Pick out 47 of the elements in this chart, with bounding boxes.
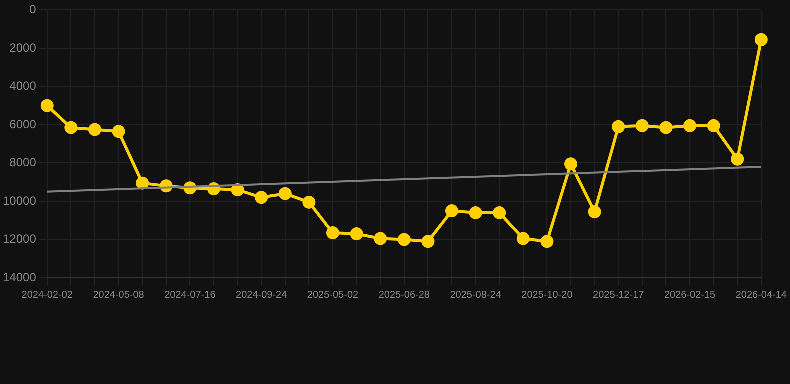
y-tick-label: 12000 xyxy=(2,232,37,246)
point xyxy=(684,119,697,132)
point xyxy=(540,235,554,248)
point xyxy=(588,206,602,219)
y-tick-label: 10000 xyxy=(2,194,37,208)
x-tick-label: 2026-04-14 xyxy=(736,290,788,301)
y-tick-label: 4000 xyxy=(10,79,37,94)
x-tick-label: 2024-09-24 xyxy=(236,290,288,301)
point xyxy=(112,125,126,138)
x-tick-label: 2024-05-08 xyxy=(93,290,145,301)
x-tick-label: 2025-12-17 xyxy=(593,290,645,301)
point xyxy=(612,120,626,134)
point xyxy=(374,232,388,246)
x-tick-label: 2025-10-20 xyxy=(522,290,574,301)
point xyxy=(302,196,316,209)
y-tick-label: 0 xyxy=(30,2,37,17)
y-tick-label: 14000 xyxy=(2,270,37,284)
point xyxy=(64,121,78,134)
point xyxy=(88,123,102,136)
point xyxy=(136,176,150,190)
point xyxy=(731,152,744,166)
point xyxy=(398,233,411,246)
x-tick-label: 2024-02-02 xyxy=(22,290,74,301)
x-tick-label: 2024-07-16 xyxy=(164,290,216,301)
point xyxy=(350,228,364,241)
y-tick-label: 6000 xyxy=(10,117,37,132)
point xyxy=(469,206,482,220)
x-tick-label: 2025-08-24 xyxy=(450,290,502,301)
point xyxy=(707,119,720,132)
point xyxy=(326,226,340,240)
point xyxy=(636,119,649,132)
point xyxy=(564,158,578,171)
point xyxy=(446,204,458,218)
point xyxy=(493,206,506,220)
point xyxy=(278,187,292,200)
x-tick-label: 2025-06-28 xyxy=(378,290,430,301)
point xyxy=(40,99,54,112)
point xyxy=(754,33,768,46)
point xyxy=(422,235,435,248)
point xyxy=(660,121,673,134)
point xyxy=(516,232,530,246)
x-tick-label: 2026-02-15 xyxy=(664,290,716,301)
y-tick-label: 8000 xyxy=(10,156,37,170)
x-tick-label: 2025-05-02 xyxy=(307,290,360,301)
point xyxy=(255,191,268,204)
point xyxy=(231,184,244,197)
y-tick-label: 2000 xyxy=(10,40,37,55)
